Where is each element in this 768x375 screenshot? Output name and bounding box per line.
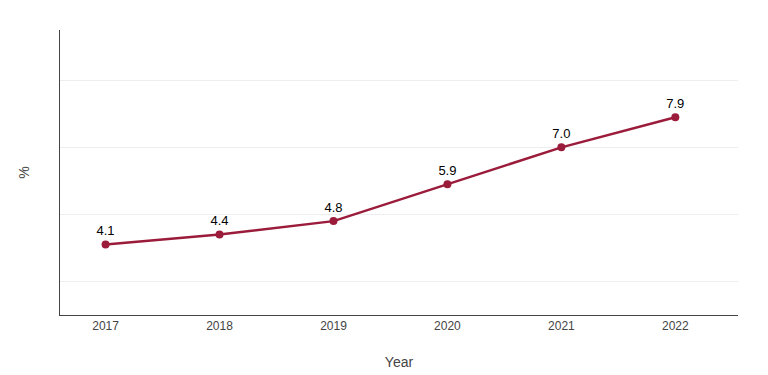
svg-text:4.8: 4.8 [324,200,342,215]
svg-text:7.0: 7.0 [552,126,570,141]
svg-text:2022: 2022 [662,319,689,333]
svg-text:5.9: 5.9 [438,163,456,178]
svg-text:Year: Year [385,354,414,370]
svg-text:2017: 2017 [92,319,119,333]
svg-text:2021: 2021 [548,319,575,333]
svg-text:2019: 2019 [320,319,347,333]
svg-text:2018: 2018 [206,319,233,333]
svg-text:%: % [16,166,32,178]
svg-text:2020: 2020 [434,319,461,333]
svg-text:4.4: 4.4 [210,213,228,228]
svg-text:7.9: 7.9 [666,96,684,111]
svg-text:4.1: 4.1 [97,223,115,238]
